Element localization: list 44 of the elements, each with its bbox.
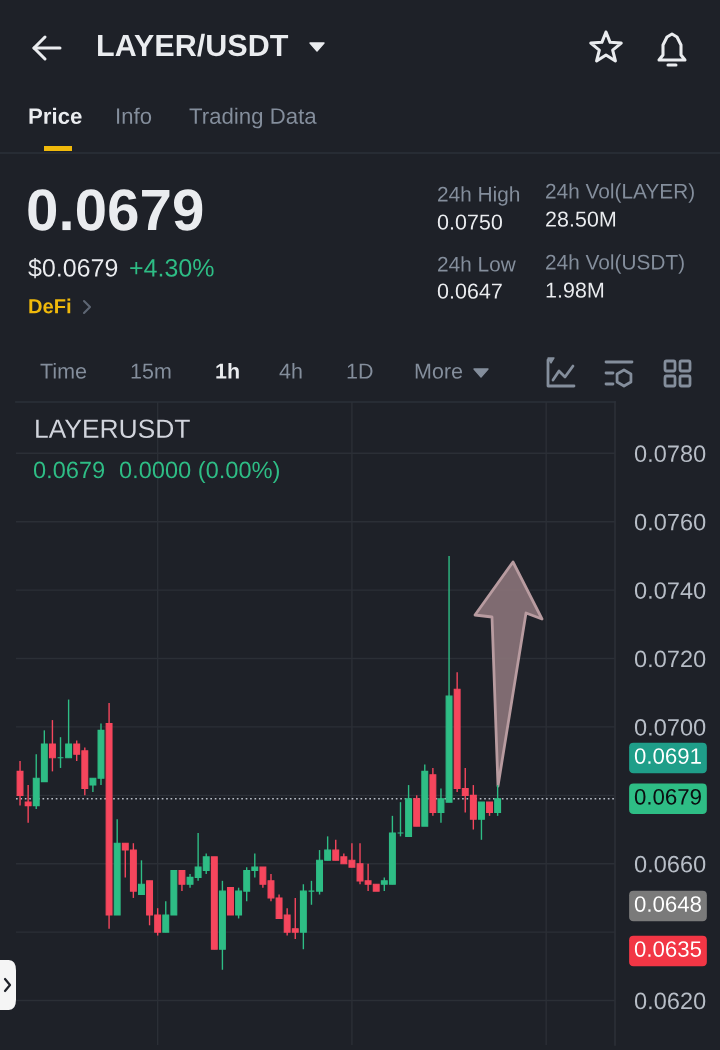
y-tick-label: 0.0720 xyxy=(634,650,706,668)
y-tick-label: 0.0760 xyxy=(634,513,706,531)
text: Time xyxy=(40,362,87,379)
text: 0.0679 xyxy=(28,189,203,231)
candlestick xyxy=(65,698,73,759)
text: Price xyxy=(29,107,82,124)
text: 24h Vol(USDT) xyxy=(546,254,684,274)
text: 24h High xyxy=(438,186,520,206)
text: 0.0691 xyxy=(634,748,701,764)
text: More xyxy=(415,363,463,379)
text: Info xyxy=(117,107,152,124)
annotation: 0.0000 (0.00%) xyxy=(119,460,279,483)
text: 0.0647 xyxy=(437,283,502,299)
text: 0.0635 xyxy=(634,941,702,957)
text: LAYERUSDT xyxy=(36,419,190,439)
candlestick xyxy=(24,784,32,824)
candlestick xyxy=(178,869,186,892)
text: 1h xyxy=(216,362,239,379)
text: 1.98M xyxy=(546,282,604,298)
text: +4.30% xyxy=(130,259,214,277)
y-tick-label: 0.0700 xyxy=(634,718,706,736)
text: 28.50M xyxy=(546,211,616,227)
annotation: 0.0679 xyxy=(33,461,105,479)
text: 0.0648 xyxy=(634,896,701,912)
text: $0.0679 xyxy=(28,257,118,279)
text: 24h Vol(LAYER) xyxy=(546,183,694,203)
candlestick xyxy=(494,784,502,817)
text: Trading Data xyxy=(189,107,317,129)
candlestick xyxy=(137,859,145,896)
text: 15m xyxy=(131,363,171,379)
text: 0.0750 xyxy=(437,214,502,230)
text: 1D xyxy=(347,363,373,379)
ref-line-label: 0.0679 xyxy=(634,788,701,805)
y-tick-label: 0.0660 xyxy=(634,855,706,873)
candlestick xyxy=(16,760,24,807)
y-tick-label: 0.0740 xyxy=(634,582,706,599)
chart-title: LAYER/USDT xyxy=(98,33,289,57)
candlestick xyxy=(48,719,56,773)
candlestick xyxy=(477,801,485,841)
y-tick-label: 0.0780 xyxy=(634,445,706,463)
text: 4h xyxy=(279,362,302,379)
text: DeFi xyxy=(29,298,71,314)
y-tick-label: 0.0620 xyxy=(634,992,706,1010)
text: 24h Low xyxy=(438,256,516,272)
